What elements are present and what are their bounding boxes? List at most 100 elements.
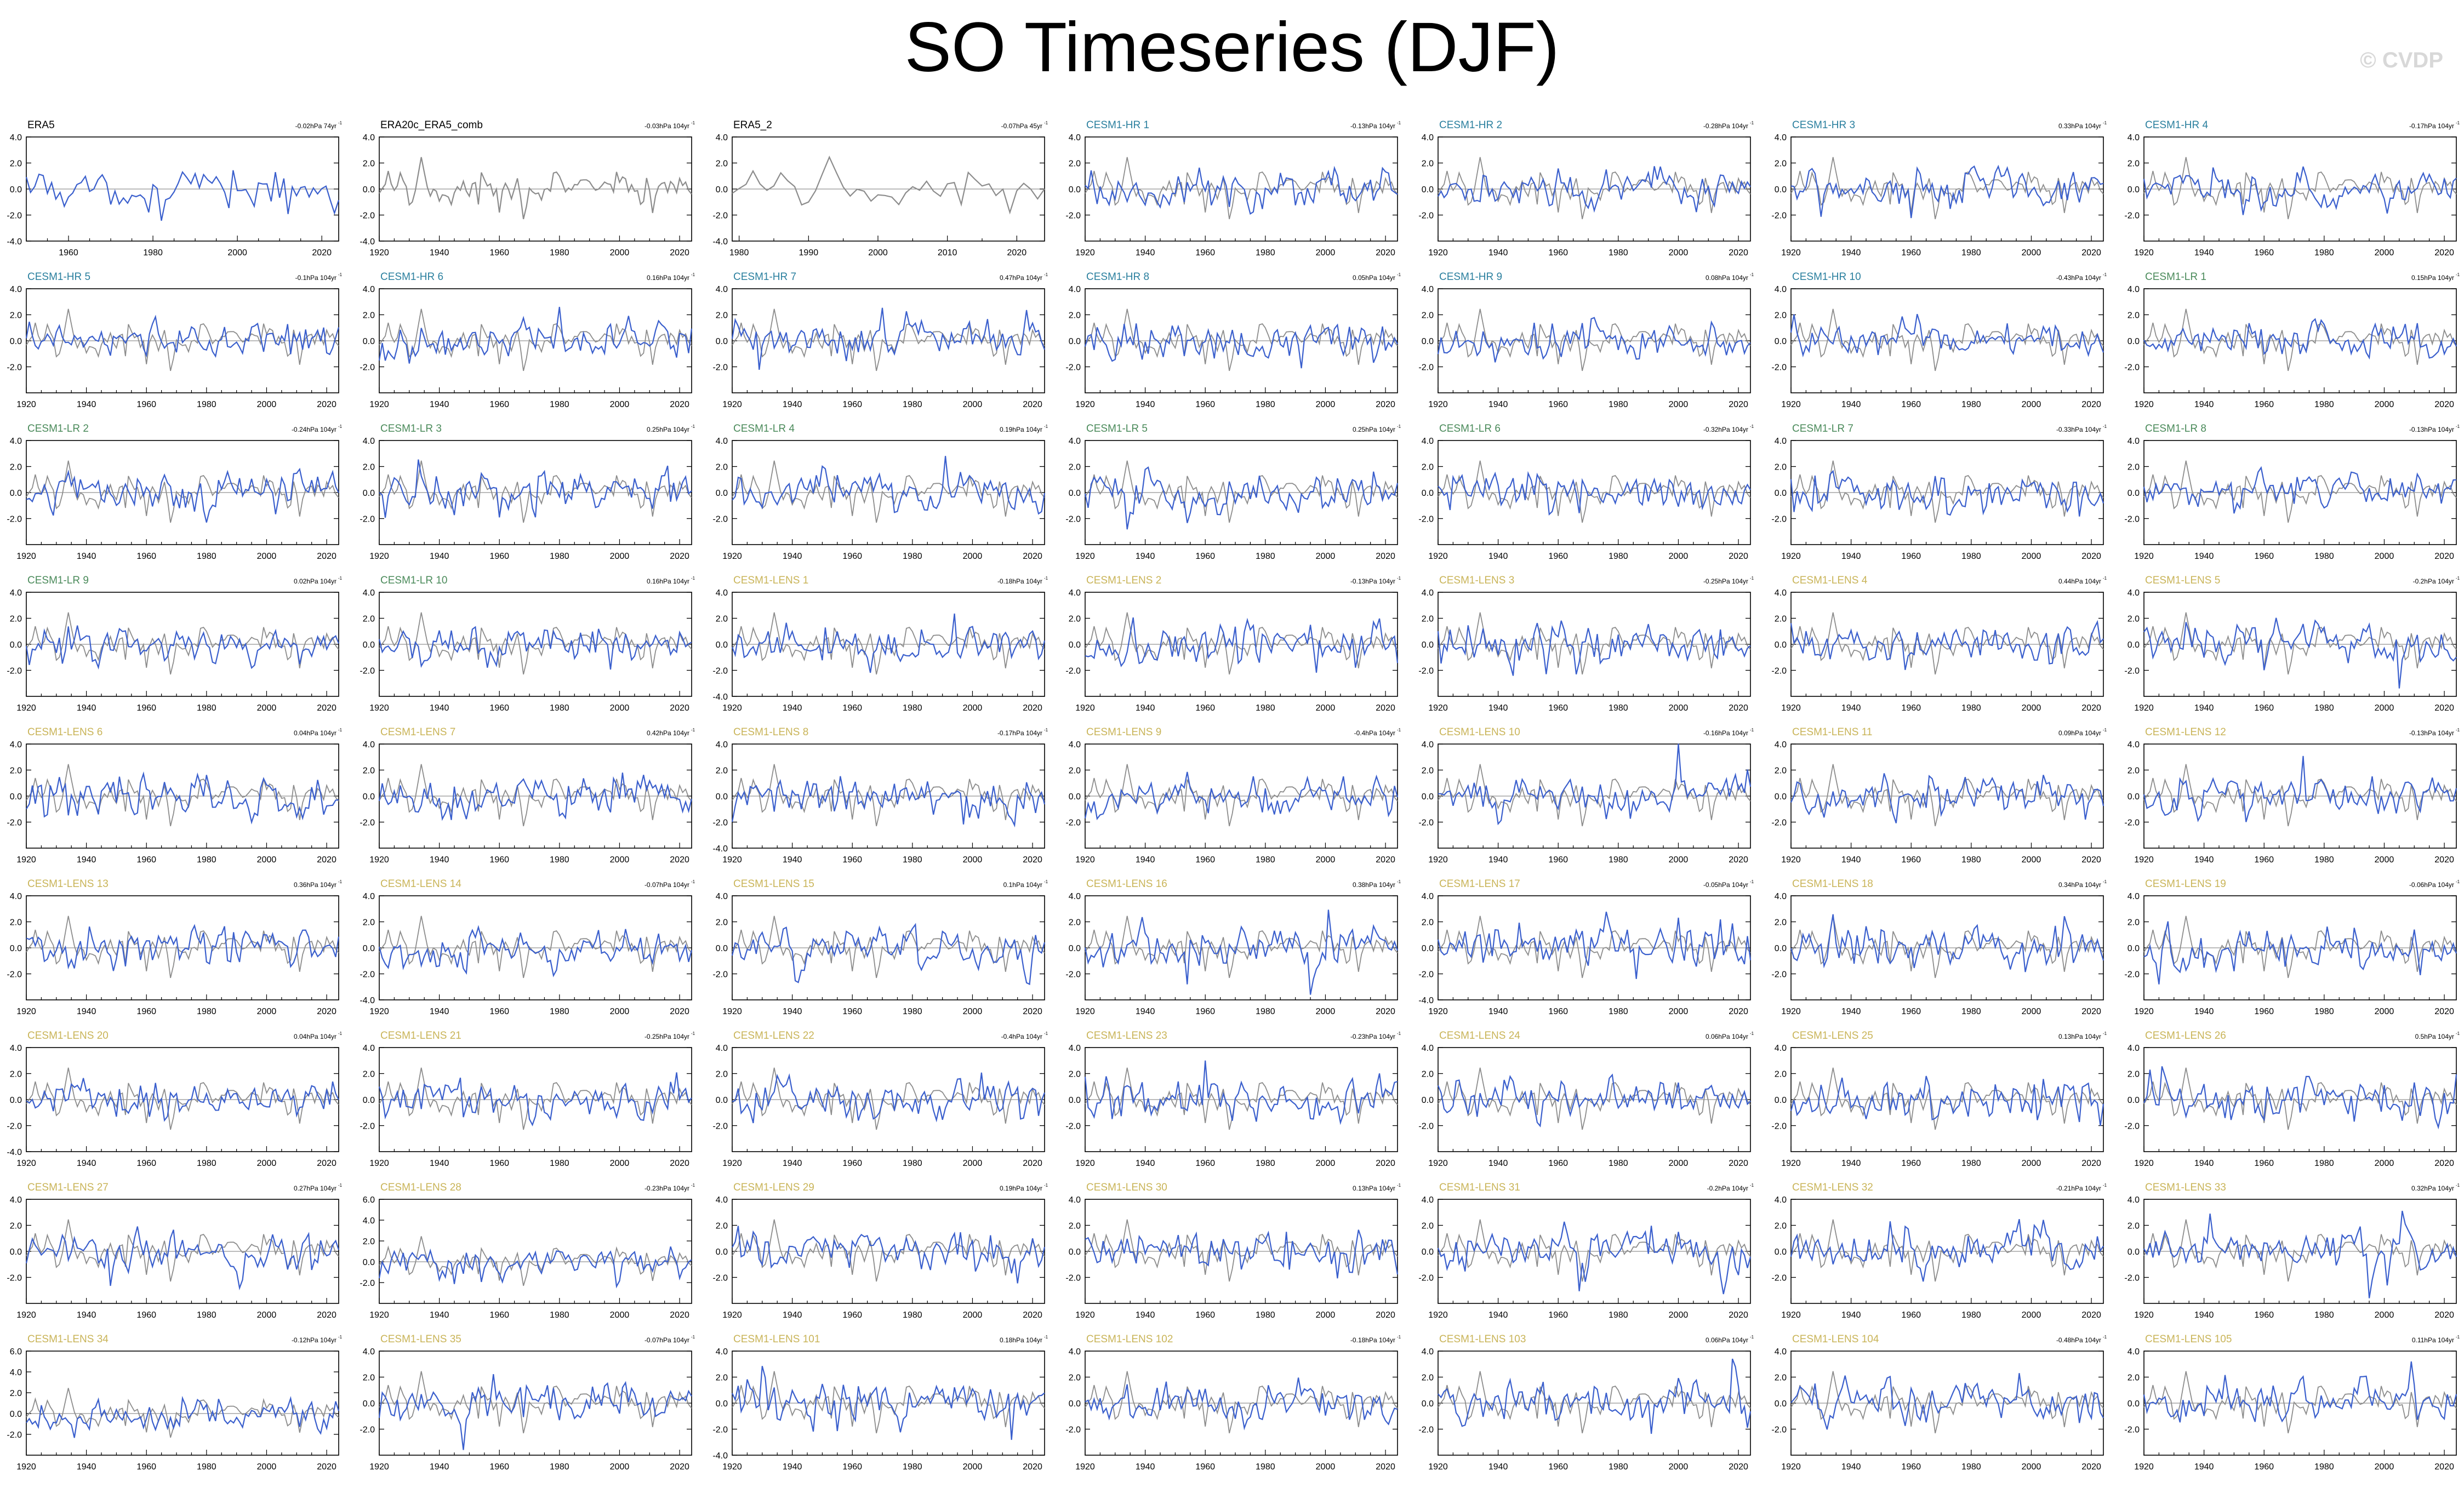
panel-trend: 0.32hPa 104yr <box>2411 1185 2454 1192</box>
x-tick-label: 1980 <box>1609 552 1628 561</box>
x-tick-label: 2000 <box>1316 703 1336 713</box>
panel-title: CESM1-LR 4 <box>733 423 795 434</box>
x-tick-label: 1920 <box>1428 1462 1448 1472</box>
panel-trend: -0.21hPa 104yr <box>2056 1185 2101 1192</box>
y-tick-label: -2.0 <box>1771 1426 1787 1435</box>
x-tick-label: 1940 <box>2194 1311 2214 1320</box>
model-series-line <box>1084 323 1398 369</box>
y-tick-label: 0.0 <box>716 185 728 194</box>
y-tick-label: 0.0 <box>1422 1096 1434 1105</box>
x-tick-label: 1920 <box>722 855 742 865</box>
x-tick-label: 1920 <box>1428 1159 1448 1168</box>
y-tick-label: 0.0 <box>363 185 375 194</box>
y-tick-label: -4.0 <box>1418 996 1434 1005</box>
x-tick-label: 2000 <box>2375 1311 2394 1320</box>
panel-title: ERA5_2 <box>733 119 772 131</box>
obs-series-line <box>2143 916 2457 979</box>
model-series-line <box>378 1374 692 1450</box>
panel-title: CESM1-LENS 24 <box>1439 1030 1520 1042</box>
x-tick-label: 2000 <box>963 1159 983 1168</box>
trend-superscript: -1 <box>338 879 343 884</box>
y-tick-label: 0.0 <box>2128 185 2140 194</box>
x-tick-label: 1960 <box>2254 1007 2274 1016</box>
y-tick-label: -2.0 <box>1065 667 1081 676</box>
obs-series-line <box>732 1067 1045 1130</box>
panel-title: CESM1-LENS 102 <box>1086 1334 1173 1345</box>
y-tick-label: -2.0 <box>2124 667 2140 676</box>
trend-superscript: -1 <box>691 272 695 277</box>
x-tick-label: 1980 <box>550 1007 569 1016</box>
x-tick-label: 2000 <box>2022 1007 2041 1016</box>
trend-superscript: -1 <box>2103 1183 2107 1188</box>
y-tick-label: 0.0 <box>10 185 22 194</box>
panel-trend: 0.15hPa 104yr <box>2411 274 2454 282</box>
x-tick-label: 2000 <box>257 1159 277 1168</box>
y-tick-label: 2.0 <box>716 1222 728 1231</box>
y-tick-label: -2.0 <box>360 819 375 828</box>
y-tick-label: -4.0 <box>360 996 375 1005</box>
y-tick-label: 2.0 <box>363 463 375 472</box>
panel-trend: 0.25hPa 104yr <box>1353 426 1395 433</box>
y-tick-label: 0.0 <box>1422 792 1434 802</box>
y-tick-label: 4.0 <box>1775 588 1787 598</box>
x-tick-label: 1940 <box>1841 855 1861 865</box>
panel-trend: 0.47hPa 104yr <box>1000 274 1042 282</box>
x-tick-label: 1940 <box>1841 1007 1861 1016</box>
y-tick-label: 2.0 <box>1775 1070 1787 1079</box>
x-tick-label: 2020 <box>1023 703 1042 713</box>
x-tick-label: 2000 <box>1669 1007 1689 1016</box>
panel-13: CESM1-HR 10 -0.43hPa 104yr -1 -2.0 0.0 2.0 4.0… <box>1771 271 2107 409</box>
x-tick-label: 1980 <box>550 1311 569 1320</box>
x-tick-label: 2020 <box>670 703 689 713</box>
x-tick-label: 1980 <box>197 1462 216 1472</box>
x-tick-label: 1960 <box>1548 1159 1568 1168</box>
x-tick-label: 1960 <box>1195 400 1215 409</box>
model-series-line <box>26 924 340 971</box>
x-tick-label: 1920 <box>1075 1462 1095 1472</box>
obs-series-line <box>1085 1067 1398 1130</box>
x-tick-label: 1940 <box>430 552 449 561</box>
y-tick-label: 2.0 <box>2128 1070 2140 1079</box>
y-tick-label: -2.0 <box>1771 819 1787 828</box>
trend-superscript: -1 <box>2103 879 2107 884</box>
panel-title: CESM1-LR 9 <box>27 575 89 586</box>
trend-superscript: -1 <box>338 1335 343 1340</box>
x-tick-label: 1920 <box>1075 855 1095 865</box>
obs-series-line <box>732 308 1045 371</box>
panel-title: CESM1-LENS 101 <box>733 1334 820 1345</box>
panel-title: CESM1-LENS 18 <box>1792 878 1873 890</box>
y-tick-label: 2.0 <box>2128 311 2140 321</box>
x-tick-label: 1940 <box>783 1159 802 1168</box>
y-tick-label: 0.0 <box>1069 944 1081 953</box>
obs-series-line <box>1438 1067 1751 1130</box>
trend-superscript: -1 <box>691 424 695 429</box>
x-tick-label: 2000 <box>257 1462 277 1472</box>
panel-title: CESM1-LENS 25 <box>1792 1030 1873 1042</box>
x-tick-label: 1940 <box>430 703 449 713</box>
trend-superscript: -1 <box>1044 1183 1048 1188</box>
y-tick-label: 0.0 <box>10 640 22 650</box>
panel-37: CESM1-LENS 14 -0.07hPa 104yr -1 -4.0 -2.0 0.0… <box>360 878 695 1016</box>
y-tick-label: 2.0 <box>1775 1222 1787 1231</box>
x-tick-label: 2000 <box>963 703 983 713</box>
panel-title: CESM1-LENS 22 <box>733 1030 814 1042</box>
x-tick-label: 2000 <box>2375 1159 2394 1168</box>
y-tick-label: 4.0 <box>1775 133 1787 142</box>
x-tick-label: 1920 <box>1781 248 1801 258</box>
x-tick-label: 1920 <box>369 552 389 561</box>
panel-8: CESM1-HR 5 -0.1hPa 104yr -1 -2.0 0.0 2.0 4.0 19… <box>7 271 342 409</box>
y-tick-label: -2.0 <box>360 1279 375 1288</box>
y-tick-label: 0.0 <box>10 1096 22 1105</box>
trend-superscript: -1 <box>2456 272 2460 277</box>
panel-title: CESM1-LENS 9 <box>1086 726 1161 738</box>
y-tick-label: 0.0 <box>1069 640 1081 650</box>
x-tick-label: 2000 <box>610 400 630 409</box>
panel-title: CESM1-HR 8 <box>1086 271 1149 283</box>
panel-trend: -0.02hPa 74yr <box>295 122 336 130</box>
y-tick-label: -2.0 <box>1065 819 1081 828</box>
x-tick-label: 1980 <box>1961 703 1981 713</box>
y-tick-label: 4.0 <box>1422 892 1434 901</box>
x-tick-label: 1940 <box>1136 400 1155 409</box>
y-tick-label: 4.0 <box>10 892 22 901</box>
x-tick-label: 1940 <box>783 855 802 865</box>
